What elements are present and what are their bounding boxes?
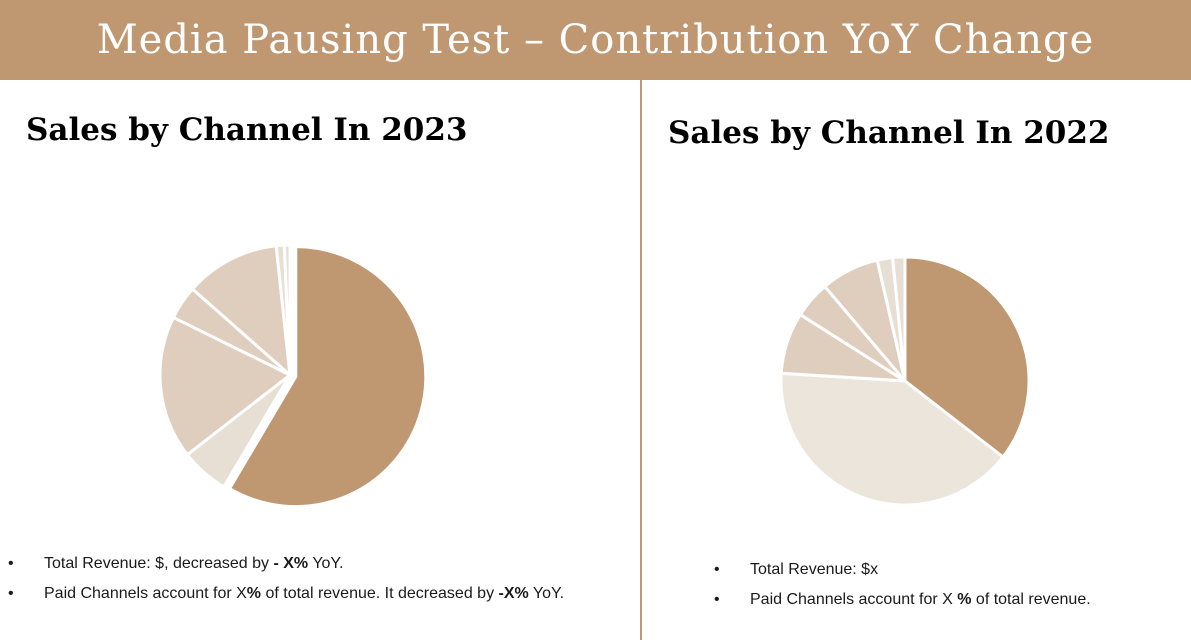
note-bold: -X% (498, 585, 529, 602)
note-paid-channels-2023: • Paid Channels account for X% of total r… (8, 585, 564, 603)
note-text: Total Revenue: $, decreased by (44, 555, 274, 572)
note-bold: - X% (273, 555, 309, 572)
note-total-revenue-2023: • Total Revenue: $, decreased by - X% YoY… (8, 555, 564, 573)
note-text: YoY. (308, 555, 344, 572)
notes-2022: • Total Revenue: $x • Paid Channels accoun… (714, 561, 1091, 621)
note-total-revenue-2022: • Total Revenue: $x (714, 561, 1091, 579)
pie-2022-slice-2 (779, 371, 1005, 507)
note-paid-channels-2022: • Paid Channels account for X % of total … (714, 591, 1091, 609)
chart-title-2022: Sales by Channel In 2022 (668, 115, 1110, 151)
note-text: Paid Channels account for X (44, 585, 247, 602)
pie-2022-slice-7 (891, 255, 907, 383)
chart-title-2023: Sales by Channel In 2023 (26, 112, 468, 148)
note-bold: % (246, 585, 262, 602)
panel-divider (640, 80, 642, 640)
pie-chart-2023 (158, 243, 428, 509)
note-text: of total revenue. (971, 591, 1091, 608)
notes-2023: • Total Revenue: $, decreased by - X% YoY… (8, 555, 564, 615)
note-text: of total revenue. It decreased by (261, 585, 499, 602)
bullet-icon: • (714, 591, 720, 608)
pie-2023-slice-1 (228, 245, 428, 509)
bullet-icon: • (8, 555, 14, 572)
note-text: Paid Channels account for X (750, 591, 958, 608)
note-text: YoY. (528, 585, 565, 602)
bullet-icon: • (8, 585, 14, 602)
note-bold: % (957, 591, 972, 608)
note-text: Total Revenue: $x (750, 561, 879, 578)
pie-2023-slice-7 (282, 243, 292, 377)
pie-2023-slice-3 (158, 315, 292, 457)
bullet-icon: • (714, 561, 720, 578)
pie-2023-slice-5 (190, 244, 292, 377)
pie-chart-2022 (779, 255, 1031, 507)
pie-2022-slice-1 (903, 255, 1031, 459)
header-banner: Media Pausing Test – Contribution YoY Ch… (0, 0, 1191, 80)
page-title: Media Pausing Test – Contribution YoY Ch… (96, 17, 1095, 63)
